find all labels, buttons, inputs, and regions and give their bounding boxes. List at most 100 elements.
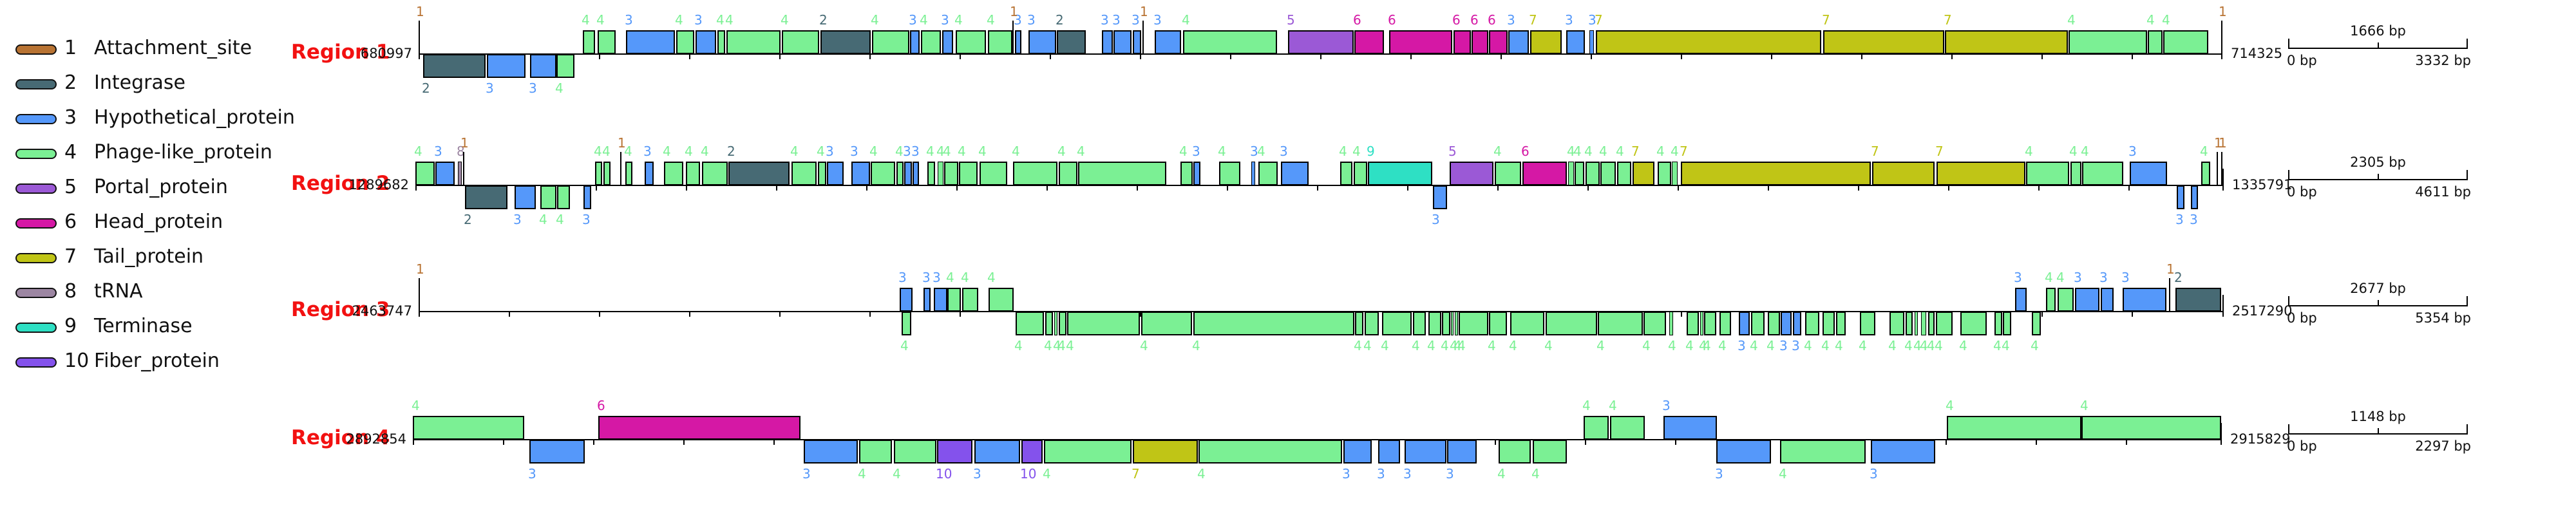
gene-box-hypothetical_protein[interactable]: [2101, 288, 2114, 312]
gene-box-phage-like_protein[interactable]: [1499, 440, 1531, 464]
gene-box-hypothetical_protein[interactable]: [942, 30, 953, 54]
gene-box-hypothetical_protein[interactable]: [435, 162, 455, 185]
gene-box-phage-like_protein[interactable]: [818, 162, 826, 185]
gene-box-phage-like_protein[interactable]: [1198, 440, 1342, 464]
gene-box-phage-like_protein[interactable]: [726, 30, 781, 54]
gene-box-phage-like_protein[interactable]: [1355, 312, 1363, 335]
gene-box-phage-like_protein[interactable]: [1382, 312, 1412, 335]
gene-box-phage-like_protein[interactable]: [1045, 312, 1053, 335]
gene-box-phage-like_protein[interactable]: [782, 30, 819, 54]
gene-box-phage-like_protein[interactable]: [1658, 162, 1671, 185]
gene-box-phage-like_protein[interactable]: [980, 162, 1007, 185]
gene-box-phage-like_protein[interactable]: [2026, 162, 2069, 185]
gene-box-phage-like_protein[interactable]: [1078, 162, 1166, 185]
gene-box-phage-like_protein[interactable]: [1960, 312, 1987, 335]
gene-box-phage-like_protein[interactable]: [583, 30, 595, 54]
gene-box-phage-like_protein[interactable]: [894, 440, 936, 464]
attachment-site-tick[interactable]: [2217, 152, 2218, 185]
gene-box-tail_protein[interactable]: [1937, 162, 2025, 185]
gene-box-phage-like_protein[interactable]: [676, 30, 694, 54]
gene-box-head_protein[interactable]: [598, 416, 800, 440]
gene-box-phage-like_protein[interactable]: [1459, 312, 1488, 335]
gene-box-phage-like_protein[interactable]: [1823, 312, 1835, 335]
gene-box-phage-like_protein[interactable]: [2201, 162, 2210, 185]
attachment-site-tick[interactable]: [419, 278, 420, 312]
gene-box-hypothetical_protein[interactable]: [910, 30, 920, 54]
gene-box-phage-like_protein[interactable]: [988, 30, 1012, 54]
gene-box-phage-like_protein[interactable]: [872, 30, 909, 54]
gene-box-phage-like_protein[interactable]: [956, 30, 986, 54]
gene-box-phage-like_protein[interactable]: [415, 162, 435, 185]
gene-box-hypothetical_protein[interactable]: [645, 162, 654, 185]
gene-box-phage-like_protein[interactable]: [2032, 312, 2041, 335]
gene-box-phage-like_protein[interactable]: [1193, 312, 1354, 335]
gene-box-hypothetical_protein[interactable]: [1793, 312, 1801, 335]
gene-box-phage-like_protein[interactable]: [1067, 312, 1140, 335]
gene-box-hypothetical_protein[interactable]: [804, 440, 858, 464]
gene-box-phage-like_protein[interactable]: [1669, 312, 1673, 335]
gene-box-phage-like_protein[interactable]: [2003, 312, 2011, 335]
gene-box-phage-like_protein[interactable]: [664, 162, 683, 185]
gene-box-integrase[interactable]: [820, 30, 871, 54]
gene-box-phage-like_protein[interactable]: [1643, 312, 1666, 335]
gene-box-phage-like_protein[interactable]: [1889, 312, 1904, 335]
gene-box-phage-like_protein[interactable]: [1044, 440, 1132, 464]
gene-box-hypothetical_protein[interactable]: [515, 185, 536, 209]
attachment-site-tick[interactable]: [463, 152, 464, 185]
gene-box-integrase[interactable]: [1057, 30, 1086, 54]
gene-box-phage-like_protein[interactable]: [902, 312, 911, 335]
gene-box-phage-like_protein[interactable]: [1584, 416, 1609, 440]
attachment-site-tick[interactable]: [620, 152, 621, 185]
gene-box-hypothetical_protein[interactable]: [583, 185, 591, 209]
attachment-site-tick[interactable]: [2221, 152, 2222, 185]
gene-box-head_protein[interactable]: [1389, 30, 1452, 54]
gene-box-phage-like_protein[interactable]: [1059, 162, 1077, 185]
gene-box-hypothetical_protein[interactable]: [1343, 440, 1372, 464]
gene-box-phage-like_protein[interactable]: [595, 162, 602, 185]
gene-box-phage-like_protein[interactable]: [1258, 162, 1278, 185]
gene-box-hypothetical_protein[interactable]: [530, 54, 556, 78]
gene-box-phage-like_protein[interactable]: [1489, 312, 1507, 335]
gene-box-tail_protein[interactable]: [1633, 162, 1654, 185]
gene-box-trna[interactable]: [458, 162, 462, 185]
gene-box-phage-like_protein[interactable]: [1860, 312, 1875, 335]
gene-box-hypothetical_protein[interactable]: [1447, 440, 1477, 464]
gene-box-hypothetical_protein[interactable]: [1405, 440, 1446, 464]
gene-box-phage-like_protein[interactable]: [1906, 312, 1913, 335]
gene-box-hypothetical_protein[interactable]: [1508, 30, 1529, 54]
gene-box-terminase[interactable]: [1368, 162, 1432, 185]
gene-box-phage-like_protein[interactable]: [2081, 416, 2221, 440]
gene-box-phage-like_protein[interactable]: [1354, 162, 1367, 185]
gene-box-phage-like_protein[interactable]: [1936, 312, 1953, 335]
gene-box-hypothetical_protein[interactable]: [1028, 30, 1056, 54]
gene-box-hypothetical_protein[interactable]: [1281, 162, 1309, 185]
gene-box-fiber_protein[interactable]: [937, 440, 972, 464]
gene-box-phage-like_protein[interactable]: [1928, 312, 1935, 335]
gene-box-phage-like_protein[interactable]: [1947, 416, 2081, 440]
attachment-site-tick[interactable]: [1012, 21, 1014, 54]
gene-box-hypothetical_protein[interactable]: [974, 440, 1020, 464]
gene-box-hypothetical_protein[interactable]: [1155, 30, 1181, 54]
gene-box-phage-like_protein[interactable]: [1687, 312, 1699, 335]
gene-box-tail_protein[interactable]: [1596, 30, 1821, 54]
gene-box-phage-like_protein[interactable]: [2082, 162, 2123, 185]
gene-box-hypothetical_protein[interactable]: [1716, 440, 1771, 464]
gene-box-hypothetical_protein[interactable]: [1193, 162, 1200, 185]
gene-box-integrase[interactable]: [465, 185, 507, 209]
gene-box-hypothetical_protein[interactable]: [827, 162, 844, 185]
gene-box-phage-like_protein[interactable]: [1340, 162, 1352, 185]
gene-box-hypothetical_protein[interactable]: [487, 54, 526, 78]
gene-box-phage-like_protein[interactable]: [1719, 312, 1731, 335]
gene-box-phage-like_protein[interactable]: [598, 30, 616, 54]
gene-box-hypothetical_protein[interactable]: [1102, 30, 1113, 54]
attachment-site-tick[interactable]: [1142, 21, 1144, 54]
gene-box-phage-like_protein[interactable]: [1013, 162, 1057, 185]
gene-box-phage-like_protein[interactable]: [1059, 312, 1066, 335]
gene-box-portal_protein[interactable]: [1450, 162, 1493, 185]
gene-box-hypothetical_protein[interactable]: [1589, 30, 1594, 54]
gene-box-tail_protein[interactable]: [1872, 162, 1935, 185]
gene-box-hypothetical_protein[interactable]: [1781, 312, 1792, 335]
gene-box-phage-like_protein[interactable]: [1672, 162, 1678, 185]
gene-box-phage-like_protein[interactable]: [1546, 312, 1597, 335]
gene-box-phage-like_protein[interactable]: [1586, 162, 1600, 185]
